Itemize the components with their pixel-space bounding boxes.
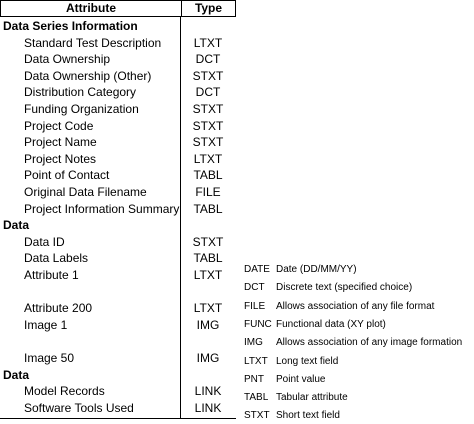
- table-row: Project Notes LTXT: [0, 151, 236, 167]
- type-cell: LINK: [194, 400, 222, 415]
- table-row: Data Labels TABL: [0, 250, 236, 266]
- legend-description: Allows association of any image formatio…: [276, 337, 463, 349]
- legend-description: Short text field: [276, 410, 340, 422]
- type-cell: FILE: [195, 185, 221, 199]
- attribute-cell: Model Records: [24, 384, 105, 399]
- type-cell: STXT: [192, 135, 224, 150]
- legend-item: DCT Discrete text (specified choice): [244, 280, 472, 296]
- legend-item: IMG Allows association of any image forma…: [244, 335, 472, 351]
- legend-description: Allows association of any file format: [276, 300, 435, 312]
- table-row: Data ID STXT: [0, 234, 236, 250]
- attribute-cell: Standard Test Description: [24, 35, 162, 50]
- type-cell: LTXT: [193, 268, 223, 282]
- table-row: Standard Test Description LTXT: [0, 35, 236, 51]
- attribute-cell: Project Code: [24, 118, 94, 133]
- table-row: Data Ownership DCT: [0, 51, 236, 67]
- type-cell: TABL: [193, 168, 223, 183]
- table-row: Data Ownership (Other) STXT: [0, 68, 236, 84]
- attribute-cell: Attribute 1: [24, 268, 79, 282]
- legend-description: Long text field: [276, 355, 339, 367]
- type-cell: TABL: [193, 251, 223, 266]
- table-row: Original Data Filename FILE: [0, 184, 236, 200]
- section-header: Data Series Information: [0, 18, 236, 34]
- legend-description: Point value: [276, 373, 326, 385]
- table-row: Funding Organization STXT: [0, 101, 236, 117]
- attribute-cell: Software Tools Used: [24, 400, 134, 415]
- legend-item: PNT Point value: [244, 372, 472, 388]
- table-row: Point of Contact TABL: [0, 167, 236, 183]
- type-cell: DCT: [195, 52, 221, 67]
- column-divider: [180, 17, 181, 419]
- table-row: Project Code STXT: [0, 118, 236, 134]
- table-row: Distribution Category DCT: [0, 84, 236, 100]
- table-row: Project Information Summary TABL: [0, 201, 236, 217]
- table-row: Attribute 1 LTXT: [0, 267, 236, 283]
- legend-item: FUNC Functional data (XY plot): [244, 317, 472, 333]
- attribute-cell: Project Information Summary: [24, 201, 180, 216]
- type-cell: LINK: [194, 384, 222, 399]
- legend-code: DCT: [244, 282, 265, 294]
- table-row: Project Name STXT: [0, 134, 236, 150]
- table-row: Image 50 IMG: [0, 350, 236, 366]
- section-header: Data: [0, 217, 236, 233]
- table-row: Software Tools Used LINK: [0, 400, 236, 416]
- type-cell: STXT: [192, 118, 224, 133]
- attribute-cell: Funding Organization: [24, 102, 139, 116]
- ellipsis-gap-row: [0, 284, 236, 300]
- attribute-cell: Data Ownership (Other): [24, 68, 152, 83]
- attribute-cell: Data Series Information: [3, 19, 138, 33]
- legend-item: FILE Allows association of any file forma…: [244, 299, 472, 315]
- type-cell: STXT: [192, 234, 224, 249]
- legend-description: Tabular attribute: [276, 392, 348, 404]
- attribute-cell: Data ID: [24, 234, 65, 249]
- type-cell: LTXT: [193, 301, 223, 316]
- header-attribute: Attribute: [1, 1, 182, 16]
- legend-description: Discrete text (specified choice): [276, 282, 413, 294]
- legend-item: TABL Tabular attribute: [244, 390, 472, 406]
- attribute-cell: Project Name: [24, 135, 97, 150]
- legend-item: LTXT Long text field: [244, 354, 472, 370]
- table-row: Model Records LINK: [0, 383, 236, 399]
- header-type: Type: [194, 1, 223, 15]
- attribute-cell: Image 50: [24, 351, 75, 365]
- attribute-cell: Distribution Category: [24, 85, 137, 100]
- table-row: Attribute 200 LTXT: [0, 300, 236, 316]
- legend-code: LTXT: [244, 355, 268, 367]
- attribute-cell: Attribute 200: [24, 301, 93, 316]
- attribute-cell: Image 1: [24, 317, 68, 332]
- legend-code: DATE: [244, 264, 270, 275]
- legend-description: Date (DD/MM/YY): [276, 264, 357, 275]
- type-cell: TABL: [193, 201, 223, 216]
- legend-code: STXT: [244, 410, 270, 422]
- legend-description: Functional data (XY plot): [276, 318, 386, 330]
- type-cell: IMG: [196, 317, 220, 332]
- type-cell: IMG: [196, 351, 220, 365]
- table-row: Image 1 IMG: [0, 317, 236, 333]
- type-cell: LTXT: [193, 35, 223, 50]
- attribute-cell: Data: [3, 367, 30, 382]
- attribute-cell: Data: [3, 218, 30, 233]
- type-cell: LTXT: [193, 151, 223, 166]
- type-cell: DCT: [195, 85, 221, 100]
- attribute-cell: Data Labels: [24, 251, 89, 266]
- legend-code: PNT: [244, 373, 264, 385]
- type-cell: STXT: [192, 102, 224, 116]
- section-header: Data: [0, 367, 236, 383]
- attribute-cell: Original Data Filename: [24, 185, 147, 199]
- attribute-cell: Project Notes: [24, 151, 97, 166]
- legend-item: STXT Short text field: [244, 408, 472, 424]
- attribute-cell: Point of Contact: [24, 168, 110, 183]
- legend-item: DATE Date (DD/MM/YY): [244, 262, 472, 278]
- legend-code: IMG: [244, 337, 263, 349]
- attribute-cell: Data Ownership: [24, 52, 111, 67]
- type-cell: STXT: [192, 68, 224, 83]
- legend-code: FILE: [244, 300, 266, 312]
- legend-code: TABL: [244, 392, 269, 404]
- table-header: Attribute Type: [0, 0, 236, 17]
- legend-code: FUNC: [244, 318, 272, 330]
- ellipsis-gap-row: [0, 333, 236, 349]
